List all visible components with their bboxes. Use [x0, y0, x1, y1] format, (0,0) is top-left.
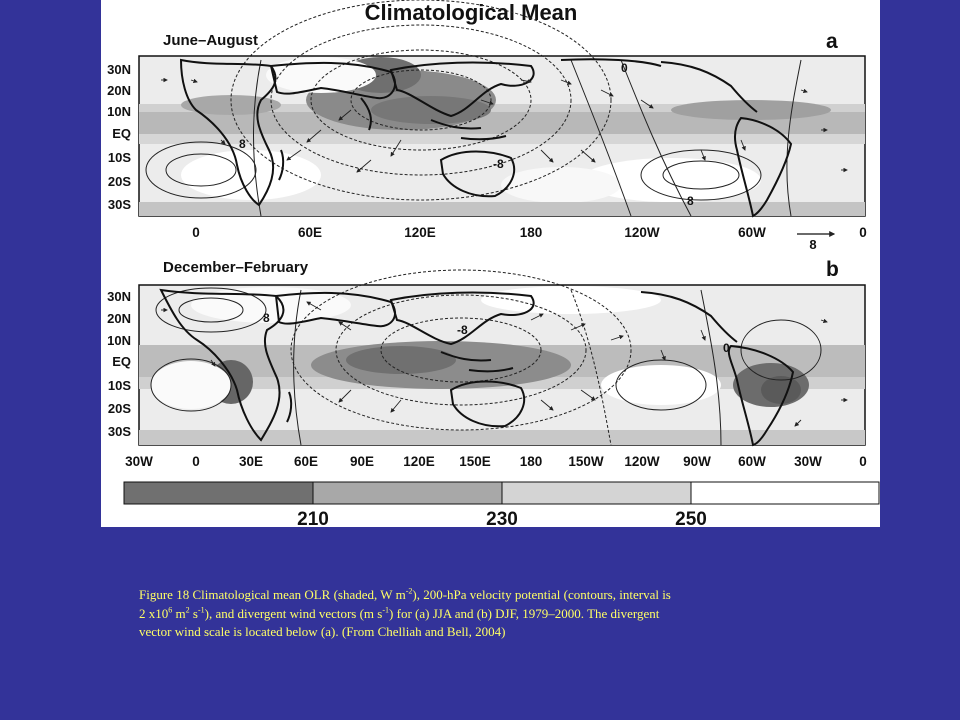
lon-label: 150W: [568, 454, 604, 469]
vector-scale-label: 8: [809, 237, 816, 252]
caption-text: m: [172, 605, 186, 621]
lon-label: 90E: [350, 454, 374, 469]
lat-label: EQ: [112, 354, 131, 369]
panel-a-letter: a: [826, 30, 838, 53]
lat-label: 10N: [107, 104, 131, 119]
colorbar-label: 210: [297, 509, 329, 527]
lon-label: 30E: [239, 454, 263, 469]
panel-a-season-label: June–August: [163, 32, 258, 49]
caption-superscript: 2: [185, 605, 190, 615]
panel-a-velocity-potential-contours: [145, 0, 802, 217]
figure-caption: Figure 18 Climatological mean OLR (shade…: [139, 586, 839, 642]
colorbar-segment-230: [312, 481, 503, 505]
lat-label: 20S: [108, 401, 131, 416]
lat-label: 20S: [108, 174, 131, 189]
panel-b-map: 8 -8 0: [138, 269, 866, 447]
colorbar-label: 250: [675, 509, 707, 527]
lat-label: 10S: [108, 378, 131, 393]
lon-label: 0: [859, 225, 867, 240]
lat-label: EQ: [112, 126, 131, 141]
panel-b-contour-label: 8: [263, 311, 270, 325]
vector-wind-scale: 8 0: [797, 225, 867, 252]
panel-b-divergent-wind-vectors: [161, 301, 848, 427]
panel-a-contour-label: -8: [493, 157, 504, 171]
caption-superscript: -1: [197, 605, 205, 615]
panel-b-latitude-labels: 30N 20N 10N EQ 10S 20S 30S: [107, 289, 131, 439]
caption-superscript: -2: [405, 586, 413, 596]
figure-svg: Climatological Mean June–August a: [107, 0, 880, 527]
lon-label: 0: [192, 454, 200, 469]
lon-label: 60E: [294, 454, 318, 469]
lon-label: 60E: [298, 225, 322, 240]
panel-a-latitude-labels: 30N 20N 10N EQ 10S 20S 30S: [107, 62, 131, 212]
caption-text: ) for (a) JJA and (b) DJF, 1979–2000. Th…: [389, 605, 660, 621]
lon-label: 120E: [404, 225, 436, 240]
lat-label: 10N: [107, 333, 131, 348]
olr-colorbar: 210 230 250: [123, 481, 880, 527]
caption-text: ), and divergent wind vectors (m s: [204, 605, 383, 621]
lon-label: 150E: [459, 454, 491, 469]
caption-text: vector wind scale is located below (a). …: [139, 624, 506, 639]
caption-superscript: 6: [168, 605, 173, 615]
lon-label: 0: [859, 454, 867, 469]
panel-b-velocity-potential-contours: [150, 269, 822, 446]
panel-a-divergent-wind-vectors: [161, 77, 848, 173]
caption-text: ), 200-hPa velocity potential (contours,…: [412, 587, 671, 602]
lon-label: 30W: [794, 454, 822, 469]
panel-b-season-label: December–February: [163, 259, 309, 276]
lat-label: 20N: [107, 311, 131, 326]
lat-label: 20N: [107, 83, 131, 98]
lon-label: 180: [520, 454, 543, 469]
lon-label: 60W: [738, 454, 766, 469]
figure-title: Climatological Mean: [365, 0, 578, 25]
lat-label: 10S: [108, 150, 131, 165]
panel-a-contour-label: 0: [621, 61, 628, 75]
panel-a-longitude-labels: 0 60E 120E 180 120W 60W: [192, 225, 766, 240]
lon-label: 90W: [683, 454, 711, 469]
lat-label: 30S: [108, 424, 131, 439]
lon-label: 120W: [624, 454, 660, 469]
lat-label: 30S: [108, 197, 131, 212]
caption-text: s: [189, 605, 198, 621]
panel-b-olr-shading: [139, 286, 865, 445]
colorbar-segment-250: [501, 481, 692, 505]
panel-a-contour-label: 8: [239, 137, 246, 151]
colorbar-segment-210: [123, 481, 314, 505]
lon-label: 120E: [403, 454, 435, 469]
panel-a-coastlines: [179, 58, 793, 218]
panel-a-map: 0 8 -8 8: [138, 0, 866, 218]
lon-label: 60W: [738, 225, 766, 240]
caption-superscript: -1: [382, 605, 390, 615]
panel-a-contour-label: 8: [687, 194, 694, 208]
colorbar-label: 230: [486, 509, 518, 527]
panel-b-longitude-labels: 30W 0 30E 60E 90E 120E 150E 180 150W 120…: [125, 454, 867, 469]
lon-label: 30W: [125, 454, 153, 469]
lat-label: 30N: [107, 62, 131, 77]
panel-b-coastlines: [159, 288, 795, 447]
colorbar-segment-warm: [690, 481, 880, 505]
climatology-figure: Climatological Mean June–August a: [101, 0, 880, 527]
caption-text: Figure 18 Climatological mean OLR (shade…: [139, 587, 406, 602]
lon-label: 0: [192, 225, 200, 240]
panel-b-contour-label: 0: [723, 341, 730, 355]
panel-b-letter: b: [826, 258, 839, 281]
caption-text: 2 x10: [139, 605, 169, 621]
lon-label: 180: [520, 225, 543, 240]
panel-b-contour-label: -8: [457, 323, 468, 337]
panel-a-olr-shading: [139, 57, 865, 216]
lat-label: 30N: [107, 289, 131, 304]
lon-label: 120W: [624, 225, 660, 240]
